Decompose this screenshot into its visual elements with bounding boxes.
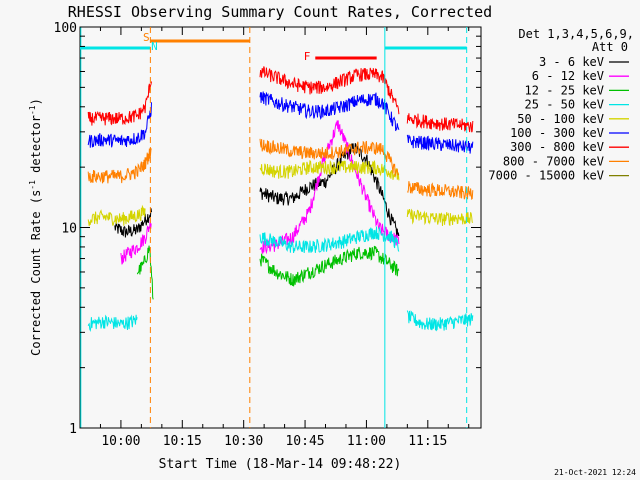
series-lines [87,66,474,332]
x-tick-label-0: 10:00 [101,434,140,449]
y-axis-label-mid: detector [29,115,43,180]
overlays: SN F [80,27,468,428]
series-line-5-seg3 [406,134,474,154]
annotation-S: S [143,31,150,44]
legend-label-4: 50 - 100 keV [517,112,604,126]
annotation-N: N [151,40,158,53]
y-tick-label-1: 10 [61,222,77,237]
x-tick-label-2: 10:30 [224,434,263,449]
series-line-5-seg2 [259,91,400,132]
x-tick-label-1: 10:15 [163,434,202,449]
x-tick-label-4: 11:00 [347,434,386,449]
x-tick-label-3: 10:45 [285,434,324,449]
series-line-4-seg2 [259,159,400,181]
series-line-7-seg2 [259,138,400,177]
legend-label-5: 100 - 300 keV [510,126,604,140]
legend-label-6: 300 - 800 keV [510,140,604,154]
footer-date: 21-Oct-2021 12:24 [554,468,636,477]
series-line-7-seg1 [87,147,152,184]
y-axis-label-sup1: -1 [28,180,37,190]
series-line-2-seg1 [136,245,154,300]
legend-header-1: Det 1,3,4,5,6,9, [518,27,634,41]
legend-label-2: 12 - 25 keV [525,83,604,97]
series-line-2-seg2 [259,245,400,287]
y-axis-label-main: Corrected Count Rate (s [29,190,43,356]
y-tick-label-2: 100 [54,21,77,36]
legend-label-3: 25 - 50 keV [525,98,604,112]
legend-label-1: 6 - 12 keV [532,69,604,83]
series-line-6-seg1 [87,81,152,126]
x-axis: 10:00 10:15 10:30 10:45 11:00 11:15 [99,27,470,449]
chart-title: RHESSI Observing Summary Count Rates, Co… [68,3,492,21]
series-line-6-seg3 [406,113,474,133]
legend-label-8: 7000 - 15000 keV [488,169,604,183]
series-line-6-seg2 [259,66,400,115]
series-line-3-seg2 [259,226,400,254]
annotation-F: F [304,50,311,63]
legend-header-2: Att 0 [592,40,628,54]
legend-label-7: 800 - 7000 keV [503,154,604,168]
legend-label-0: 3 - 6 keV [539,55,604,69]
y-axis-label-sup2: -1 [28,105,37,115]
x-tick-label-5: 11:15 [408,434,447,449]
series-line-3-seg1 [87,314,138,332]
y-axis-label: Corrected Count Rate (s-1 detector-1) [28,98,43,356]
series-line-4-seg1 [87,204,146,227]
y-tick-label-0: 1 [69,422,77,437]
x-axis-label: Start Time (18-Mar-14 09:48:22) [159,457,402,472]
y-axis: 1 10 100 [54,21,481,437]
series-line-7-seg3 [406,181,474,200]
series-line-5-seg1 [87,102,152,148]
y-axis-label-end: ) [29,98,43,105]
series-line-0-seg2 [259,143,400,237]
series-line-1-seg1 [120,219,152,265]
series-line-0-seg1 [114,208,152,238]
series-line-3-seg3 [406,310,474,332]
series-line-4-seg3 [406,208,474,227]
